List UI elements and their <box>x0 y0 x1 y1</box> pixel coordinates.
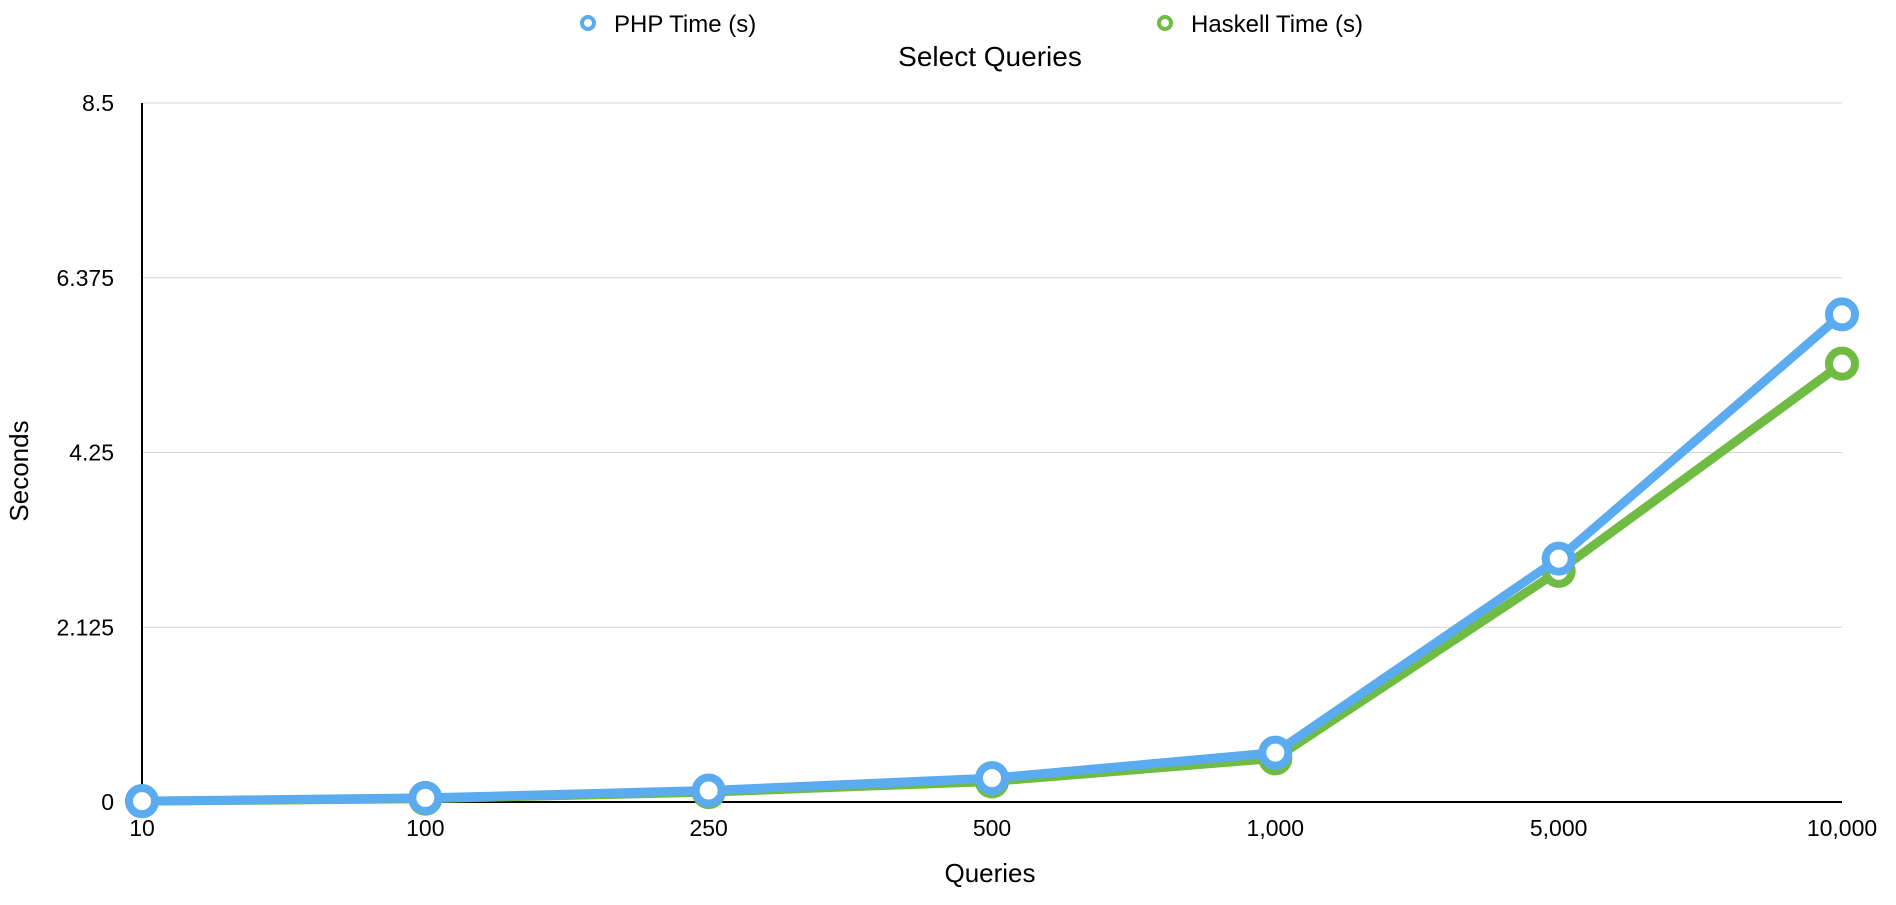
x-tick-label: 500 <box>973 815 1011 841</box>
series <box>125 297 1859 819</box>
x-tick-label: 100 <box>406 815 444 841</box>
x-tick-label: 1,000 <box>1247 815 1305 841</box>
series-0 <box>125 297 1859 819</box>
legend-item: PHP Time (s) <box>580 11 756 38</box>
data-point <box>691 773 726 808</box>
y-axis-label: Seconds <box>4 420 34 521</box>
y-tick-label: 0 <box>101 789 114 815</box>
x-axis-label: Queries <box>944 858 1035 888</box>
data-point <box>1825 297 1859 332</box>
x-tick-label: 5,000 <box>1530 815 1588 841</box>
x-tick-labels: 10 100 250 500 1,000 5,000 10,000 <box>129 815 1877 841</box>
x-tick-label: 10 <box>129 815 155 841</box>
legend-label: PHP Time (s) <box>614 11 756 38</box>
y-tick-label: 4.25 <box>69 440 114 466</box>
data-point <box>1541 541 1576 576</box>
y-tick-labels: 0 2.125 4.25 6.375 8.5 <box>56 90 114 815</box>
y-tick-label: 2.125 <box>56 614 114 640</box>
legend-marker <box>580 15 596 31</box>
data-point <box>975 761 1009 796</box>
series-1 <box>125 346 1859 819</box>
data-point <box>125 784 159 819</box>
legend-label: Haskell Time (s) <box>1191 11 1363 38</box>
y-tick-label: 8.5 <box>82 90 114 116</box>
legend: PHP Time (s) Haskell Time (s) <box>580 11 1363 38</box>
series-line <box>137 309 1847 806</box>
data-point <box>408 780 443 815</box>
legend-marker <box>1157 15 1173 31</box>
data-point <box>1825 346 1859 381</box>
x-tick-label: 250 <box>689 815 727 841</box>
chart-title: Select Queries <box>898 41 1082 72</box>
legend-item: Haskell Time (s) <box>1157 11 1363 38</box>
gridlines <box>142 102 1842 628</box>
y-tick-label: 6.375 <box>56 265 114 291</box>
data-point <box>1258 735 1293 770</box>
x-tick-label: 10,000 <box>1807 815 1877 841</box>
series-line <box>137 359 1847 806</box>
